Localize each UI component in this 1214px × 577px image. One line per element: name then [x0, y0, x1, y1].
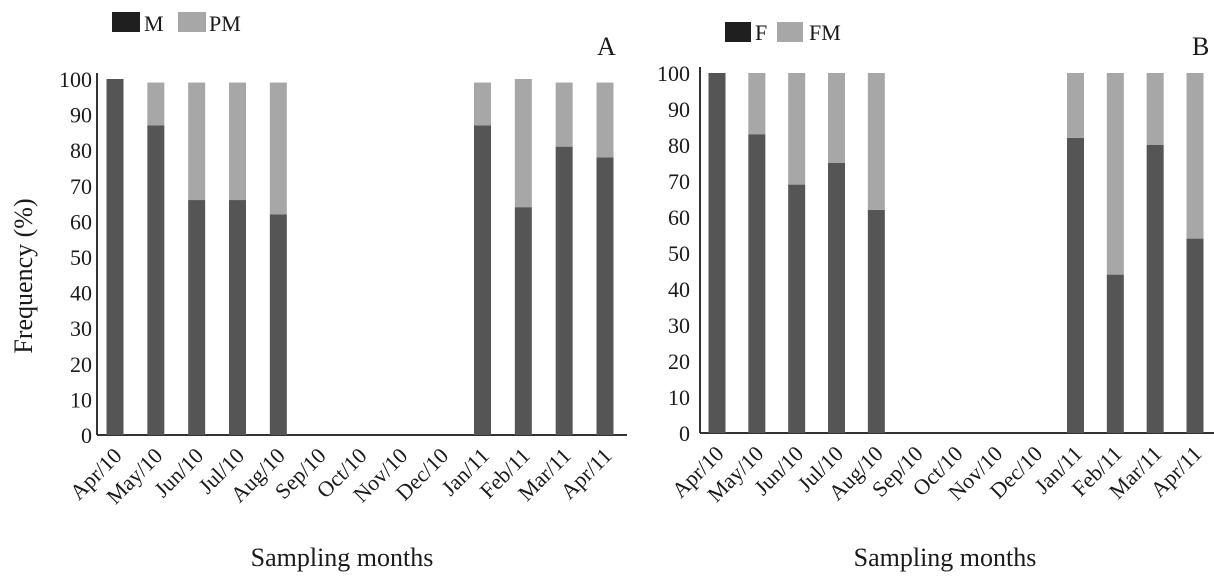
- bar-pm-feb-11: [514, 79, 532, 208]
- x-tick-labels: Apr/10May/10Jun/10Jul/10Aug/10Sep/10Oct/…: [667, 441, 1207, 507]
- bar-m-jun-10: [188, 200, 206, 435]
- bars: [708, 73, 1204, 434]
- bar-f-may-10: [748, 134, 766, 433]
- bar-fm-jan-11: [1067, 73, 1084, 138]
- panel-a: M PM A 0 10 20 30 40 50 60 70 80 90 100 Apr/10May/…: [59, 11, 627, 572]
- axes: [96, 73, 627, 436]
- bar-m-aug-10: [269, 214, 287, 435]
- bar-pm-jul-10: [229, 82, 246, 201]
- bar-fm-jun-10: [788, 73, 806, 185]
- legend-swatch-f: [725, 22, 751, 42]
- bar-f-jan-11: [1067, 137, 1084, 434]
- y-tick-label: 70: [70, 174, 92, 199]
- y-tick-label: 10: [70, 387, 92, 412]
- bar-pm-apr-11: [596, 82, 614, 158]
- legend-swatch-m: [112, 12, 140, 32]
- legend-swatch-pm: [178, 12, 206, 32]
- bar-f-apr-11: [1186, 238, 1204, 433]
- bar-pm-jan-11: [474, 82, 491, 126]
- y-tick-label: 10: [668, 385, 690, 410]
- y-tick-label: 40: [70, 281, 92, 306]
- bar-pm-jun-10: [188, 82, 206, 201]
- bar-f-jun-10: [788, 184, 806, 433]
- x-axis-title: Sampling months: [251, 543, 434, 572]
- bar-f-aug-10: [867, 209, 885, 433]
- x-tick-labels: Apr/10May/10Jun/10Jul/10Aug/10Sep/10Oct/…: [65, 443, 617, 509]
- y-tick-label: 40: [668, 277, 690, 302]
- bar-m-apr-11: [596, 157, 614, 435]
- bar-pm-may-10: [147, 82, 165, 126]
- bar-f-feb-11: [1106, 274, 1124, 433]
- legend: F FM: [725, 20, 841, 45]
- legend-label-f: F: [755, 20, 767, 45]
- legend-swatch-fm: [777, 22, 803, 42]
- bar-pm-aug-10: [269, 82, 287, 215]
- bar-fm-aug-10: [867, 73, 885, 210]
- legend-label-pm: PM: [209, 11, 241, 36]
- y-tick-label: 100: [59, 67, 92, 92]
- y-tick-label: 50: [668, 241, 690, 266]
- legend: M PM: [112, 11, 241, 36]
- y-tick-label: 30: [70, 316, 92, 341]
- x-axis-title: Sampling months: [854, 543, 1037, 572]
- y-tick-label: 30: [668, 313, 690, 338]
- bar-f-mar-11: [1146, 145, 1164, 433]
- y-tick-label: 20: [668, 349, 690, 374]
- y-tick-label: 0: [679, 421, 690, 446]
- bar-pm-mar-11: [555, 82, 573, 147]
- bar-m-jan-11: [474, 125, 491, 435]
- bar-fm-may-10: [748, 73, 766, 135]
- panel-letter: A: [597, 32, 616, 61]
- y-tick-label: 100: [657, 61, 690, 86]
- y-tick-label: 80: [668, 133, 690, 158]
- y-tick-label: 0: [81, 423, 92, 448]
- y-tick-label: 90: [70, 103, 92, 128]
- bar-m-mar-11: [555, 146, 573, 435]
- y-axis-title: Frequency (%): [9, 198, 38, 353]
- axes: [699, 67, 1214, 434]
- y-tick-label: 60: [668, 205, 690, 230]
- bar-f-apr-10: [708, 73, 726, 433]
- legend-label-fm: FM: [809, 20, 841, 45]
- y-tick-label: 80: [70, 138, 92, 163]
- legend-label-m: M: [144, 11, 164, 36]
- bar-fm-jul-10: [828, 73, 845, 163]
- panel-letter: B: [1192, 32, 1209, 61]
- panel-b: F FM B 0 10 20 30 40 50 60 70 80 90 100 Apr/10May/…: [657, 20, 1214, 572]
- y-tick-label: 70: [668, 169, 690, 194]
- bar-f-jul-10: [828, 163, 845, 433]
- bar-m-jul-10: [229, 200, 246, 435]
- y-tick-label: 50: [70, 245, 92, 270]
- y-tick-label: 20: [70, 352, 92, 377]
- bar-m-apr-10: [106, 79, 124, 435]
- bar-m-feb-11: [514, 207, 532, 435]
- y-tick-label: 60: [70, 209, 92, 234]
- bars: [106, 79, 614, 435]
- bar-fm-apr-11: [1186, 73, 1204, 239]
- bar-m-may-10: [147, 125, 165, 435]
- y-ticks: 0 10 20 30 40 50 60 70 80 90 100: [657, 61, 690, 446]
- y-tick-label: 90: [668, 97, 690, 122]
- bar-fm-feb-11: [1106, 73, 1124, 275]
- bar-fm-mar-11: [1146, 73, 1164, 145]
- y-ticks: 0 10 20 30 40 50 60 70 80 90 100: [59, 67, 92, 448]
